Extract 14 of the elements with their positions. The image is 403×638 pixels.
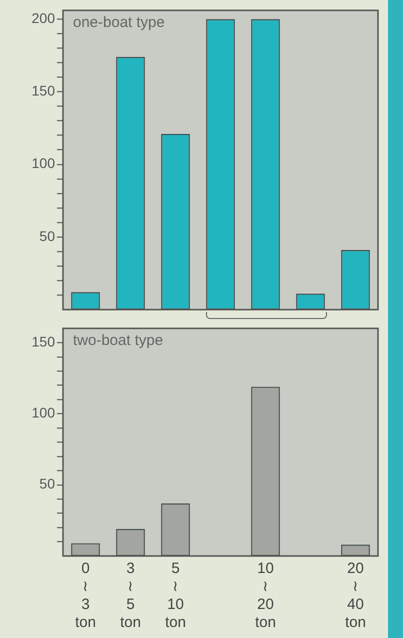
y-tick-label: 200 [32,10,56,26]
y-tick-label: 100 [32,404,56,421]
x-tick-label: 20 ≀ 40 ton [345,560,366,632]
y-tick-label: 150 [32,333,56,350]
x-tick-label: 5 ≀ 10 ton [165,560,186,632]
y-tick-label: 50 [39,228,56,244]
x-tick-label: 0 ≀ 3 ton [75,560,96,632]
y-tick-label: 150 [32,82,56,99]
x-tick-label: 3 ≀ 5 ton [120,560,141,632]
x-tick-label: 10 ≀ 20 ton [255,560,276,632]
chart-title: two-boat type [73,332,164,350]
y-tick-label: 50 [39,476,56,492]
chart-title: one-boat type [73,14,165,32]
y-tick-label: 100 [32,155,56,172]
